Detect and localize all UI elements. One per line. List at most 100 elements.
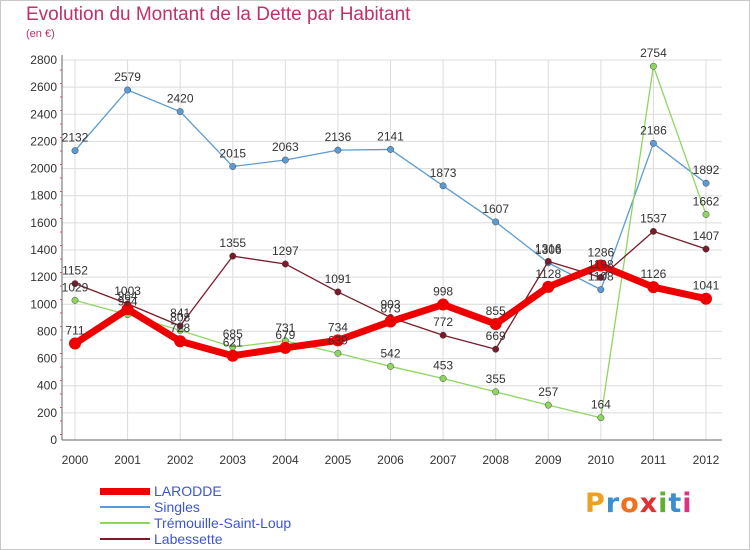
data-label: 841 bbox=[170, 306, 190, 320]
data-point bbox=[597, 286, 605, 294]
x-tick-label: 2004 bbox=[272, 453, 299, 467]
data-point bbox=[226, 349, 239, 362]
legend-label: Trémouille-Saint-Loup bbox=[154, 515, 292, 531]
data-label: 2579 bbox=[114, 70, 141, 84]
data-label: 1128 bbox=[535, 267, 561, 281]
data-label: 2186 bbox=[640, 123, 667, 137]
data-label: 855 bbox=[486, 304, 506, 318]
x-tick-label: 2002 bbox=[167, 453, 194, 467]
data-label: 734 bbox=[328, 320, 348, 334]
data-point bbox=[439, 375, 447, 382]
axes: 0 200 400 600 800 1000 1200 1400 1600 1800 2000 220… bbox=[30, 53, 722, 467]
logo-letter: r bbox=[605, 488, 621, 519]
data-label: 1003 bbox=[114, 284, 141, 298]
data-label: 711 bbox=[65, 324, 84, 338]
data-point bbox=[174, 335, 187, 348]
data-label: 1297 bbox=[272, 244, 299, 258]
data-point bbox=[334, 288, 342, 296]
data-label: 2754 bbox=[640, 46, 667, 60]
x-tick-label: 2001 bbox=[114, 453, 141, 467]
data-point bbox=[492, 218, 500, 226]
data-label: 164 bbox=[591, 398, 611, 412]
y-tick-label: 200 bbox=[37, 406, 57, 420]
data-label: 903 bbox=[380, 297, 400, 311]
y-tick-label: 1400 bbox=[30, 243, 57, 257]
data-point bbox=[229, 252, 237, 260]
data-label: 257 bbox=[538, 385, 558, 399]
data-label: 731 bbox=[275, 321, 295, 335]
y-tick-label: 2800 bbox=[30, 53, 57, 67]
data-point bbox=[334, 146, 342, 154]
data-label: 1537 bbox=[640, 211, 667, 225]
y-tick-label: 1800 bbox=[30, 189, 57, 203]
data-label: 355 bbox=[486, 372, 506, 386]
series-layer bbox=[69, 62, 712, 422]
data-label: 1152 bbox=[62, 264, 88, 278]
y-tick-label: 0 bbox=[50, 433, 57, 447]
data-point bbox=[492, 345, 500, 353]
data-label: 639 bbox=[328, 333, 348, 347]
x-tick-label: 2005 bbox=[325, 453, 352, 467]
data-label: 1041 bbox=[693, 279, 720, 293]
data-point bbox=[594, 259, 607, 272]
x-tick-label: 2012 bbox=[693, 453, 720, 467]
y-tick-label: 1200 bbox=[30, 270, 57, 284]
data-label: 924 bbox=[118, 295, 138, 309]
data-point bbox=[71, 296, 79, 304]
logo-letter: x bbox=[639, 488, 659, 519]
data-point bbox=[279, 341, 292, 354]
data-label: 453 bbox=[433, 359, 453, 373]
y-tick-label: 600 bbox=[37, 352, 57, 366]
data-point bbox=[489, 317, 502, 330]
data-point bbox=[331, 334, 344, 347]
data-label: 772 bbox=[433, 315, 453, 329]
logo-letter: P bbox=[585, 488, 606, 519]
chart-title: Evolution du Montant de la Dette par Hab… bbox=[26, 4, 411, 25]
data-label: 2420 bbox=[167, 92, 194, 106]
data-label: 873 bbox=[380, 302, 400, 316]
data-point bbox=[124, 86, 132, 94]
data-label: 1662 bbox=[693, 194, 720, 208]
proxiti-logo: Proxiti bbox=[585, 488, 693, 519]
legend-label: Singles bbox=[154, 499, 200, 515]
data-label: 1198 bbox=[588, 257, 614, 271]
data-label: 998 bbox=[433, 285, 453, 299]
data-point bbox=[649, 227, 657, 235]
x-tick-label: 2008 bbox=[482, 453, 509, 467]
data-point bbox=[71, 280, 79, 288]
data-label: 1306 bbox=[535, 243, 562, 257]
data-label: 1029 bbox=[62, 280, 89, 294]
data-point bbox=[647, 281, 660, 294]
y-tick-label: 1000 bbox=[30, 297, 57, 311]
data-point bbox=[176, 322, 184, 330]
data-point bbox=[69, 337, 81, 350]
logo-letter: t bbox=[668, 488, 683, 519]
data-labels: 2132 2579 2420 2015 2063 2136 2141 1873 1607 1306… bbox=[62, 46, 720, 412]
y-tick-label: 2600 bbox=[30, 80, 57, 94]
x-tick-label: 2007 bbox=[430, 453, 457, 467]
y-tick-label: 1600 bbox=[30, 216, 57, 230]
data-label: 1355 bbox=[219, 236, 246, 250]
data-point bbox=[384, 315, 397, 328]
data-point bbox=[544, 257, 552, 265]
data-label: 1108 bbox=[588, 270, 614, 284]
data-label: 728 bbox=[170, 321, 190, 335]
data-label: 1892 bbox=[693, 163, 720, 177]
data-label: 1607 bbox=[482, 202, 509, 216]
data-point bbox=[71, 147, 79, 155]
x-tick-label: 2011 bbox=[641, 453, 667, 467]
legend-label: LARODDE bbox=[154, 483, 222, 499]
data-point bbox=[387, 145, 394, 153]
y-tick-label: 2000 bbox=[30, 162, 57, 176]
data-point bbox=[649, 139, 657, 147]
data-point bbox=[597, 273, 605, 281]
data-label: 669 bbox=[486, 329, 506, 343]
data-point bbox=[700, 292, 712, 305]
data-point bbox=[649, 62, 657, 70]
x-tick-label: 2010 bbox=[587, 453, 614, 467]
x-tick-label: 2006 bbox=[377, 453, 404, 467]
data-point bbox=[597, 414, 605, 422]
data-point bbox=[544, 401, 552, 409]
data-label: 2015 bbox=[219, 147, 246, 161]
